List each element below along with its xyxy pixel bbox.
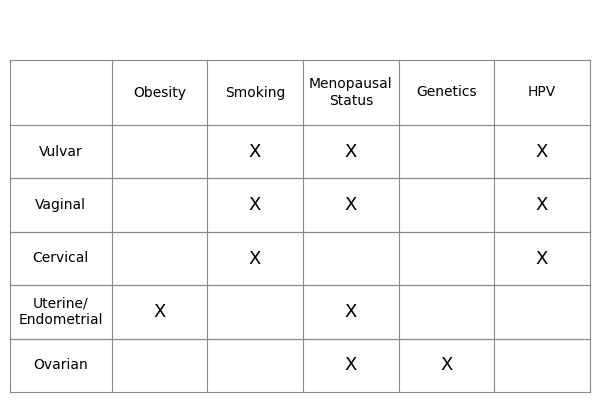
Text: X: X bbox=[153, 303, 166, 321]
Text: Common General Risk Factors of 5 Main Gynecologic Cancers: Common General Risk Factors of 5 Main Gy… bbox=[1, 25, 599, 43]
Text: Menopausal
Status: Menopausal Status bbox=[309, 77, 392, 108]
Text: Ovarian: Ovarian bbox=[34, 358, 88, 372]
Text: Uterine/
Endometrial: Uterine/ Endometrial bbox=[19, 297, 103, 327]
Text: Cervical: Cervical bbox=[32, 252, 89, 266]
Text: HPV: HPV bbox=[528, 86, 556, 100]
Text: X: X bbox=[440, 356, 452, 374]
Text: Obesity: Obesity bbox=[133, 86, 186, 100]
Text: X: X bbox=[344, 356, 357, 374]
Text: Vulvar: Vulvar bbox=[39, 145, 83, 159]
Text: X: X bbox=[536, 250, 548, 268]
Text: X: X bbox=[249, 250, 261, 268]
Text: Vaginal: Vaginal bbox=[35, 198, 86, 212]
Text: X: X bbox=[344, 196, 357, 214]
Text: Smoking: Smoking bbox=[225, 86, 285, 100]
Text: X: X bbox=[536, 196, 548, 214]
Text: X: X bbox=[249, 143, 261, 161]
Text: X: X bbox=[344, 143, 357, 161]
Text: X: X bbox=[536, 143, 548, 161]
Text: Genetics: Genetics bbox=[416, 86, 477, 100]
Text: X: X bbox=[344, 303, 357, 321]
Text: X: X bbox=[249, 196, 261, 214]
